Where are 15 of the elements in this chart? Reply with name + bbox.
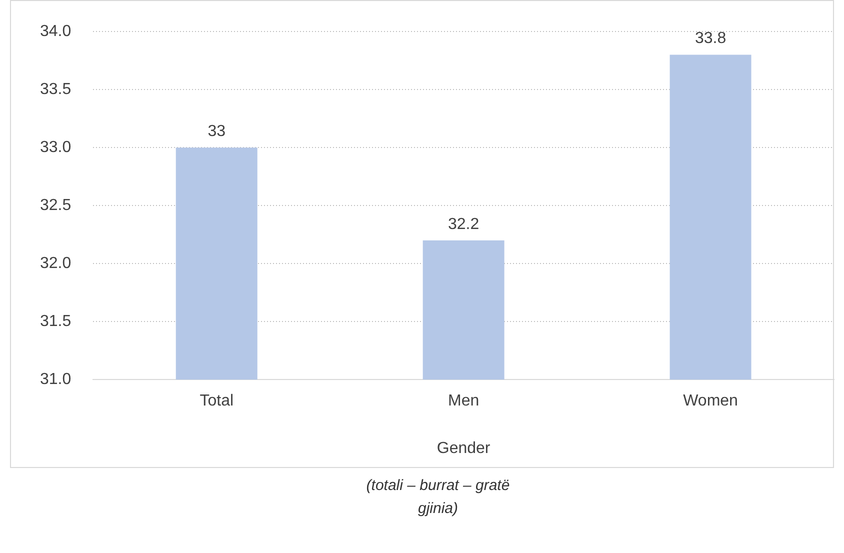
y-tick-label: 31.0 [40, 371, 72, 388]
y-tick-label: 32.5 [40, 197, 72, 214]
y-tick-label: 33.0 [40, 139, 72, 156]
data-label: 33 [208, 123, 226, 140]
x-tick-label: Total [200, 392, 234, 410]
data-label: 33.8 [694, 30, 726, 48]
text: (totali – burrat – gratë gjinia) [365, 476, 511, 519]
data-label: 32.2 [448, 216, 480, 233]
y-tick-label: 34.0 [40, 23, 72, 40]
y-tick-label: 33.5 [40, 81, 72, 98]
y-tick-label: 31.5 [40, 313, 72, 330]
y-tick-label: 32.0 [40, 255, 72, 272]
x-tick-label: Women [683, 392, 738, 410]
x-axis-title: Gender [436, 440, 491, 457]
x-tick-label: Men [448, 392, 480, 410]
